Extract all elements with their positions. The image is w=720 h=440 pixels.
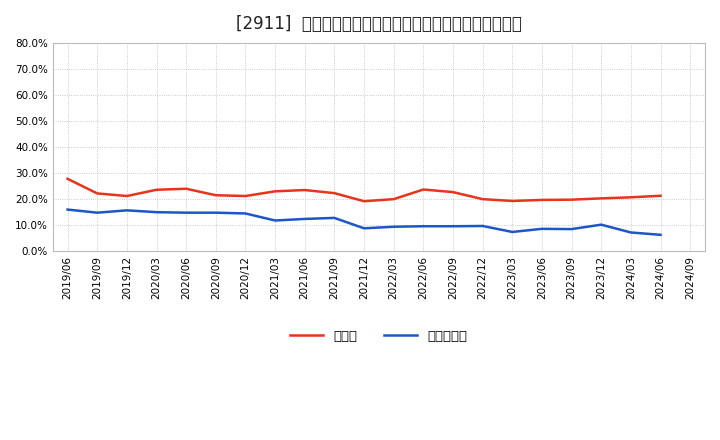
現預金	[330, 191, 338, 196]
現預金	[626, 194, 635, 200]
有利子負債	[212, 210, 220, 215]
現預金	[63, 176, 72, 181]
有利子負債	[360, 226, 369, 231]
現預金	[122, 194, 131, 199]
現預金	[300, 187, 309, 193]
有利子負債	[449, 224, 457, 229]
現預金	[271, 189, 279, 194]
現預金	[419, 187, 428, 192]
現預金	[152, 187, 161, 192]
Line: 現預金: 現預金	[68, 179, 660, 201]
Title: [2911]  現預金、有利子負債の総資産に対する比率の推移: [2911] 現預金、有利子負債の総資産に対する比率の推移	[236, 15, 522, 33]
有利子負債	[508, 229, 517, 235]
現預金	[182, 186, 191, 191]
有利子負債	[478, 224, 487, 229]
Line: 有利子負債: 有利子負債	[68, 209, 660, 235]
有利子負債	[271, 218, 279, 223]
有利子負債	[330, 215, 338, 220]
Legend: 現預金, 有利子負債: 現預金, 有利子負債	[285, 324, 473, 348]
現預金	[93, 191, 102, 196]
有利子負債	[597, 222, 606, 227]
有利子負債	[567, 227, 576, 232]
現預金	[390, 197, 398, 202]
現預金	[478, 197, 487, 202]
現預金	[241, 194, 250, 199]
現預金	[656, 193, 665, 198]
有利子負債	[626, 230, 635, 235]
現預金	[567, 197, 576, 202]
有利子負債	[538, 226, 546, 231]
有利子負債	[122, 208, 131, 213]
有利子負債	[656, 232, 665, 238]
現預金	[508, 198, 517, 204]
有利子負債	[390, 224, 398, 229]
有利子負債	[93, 210, 102, 215]
有利子負債	[63, 207, 72, 212]
現預金	[597, 196, 606, 201]
現預金	[449, 190, 457, 195]
有利子負債	[300, 216, 309, 222]
有利子負債	[419, 224, 428, 229]
現預金	[212, 193, 220, 198]
有利子負債	[182, 210, 191, 215]
有利子負債	[241, 211, 250, 216]
現預金	[360, 198, 369, 204]
現預金	[538, 197, 546, 202]
有利子負債	[152, 209, 161, 215]
